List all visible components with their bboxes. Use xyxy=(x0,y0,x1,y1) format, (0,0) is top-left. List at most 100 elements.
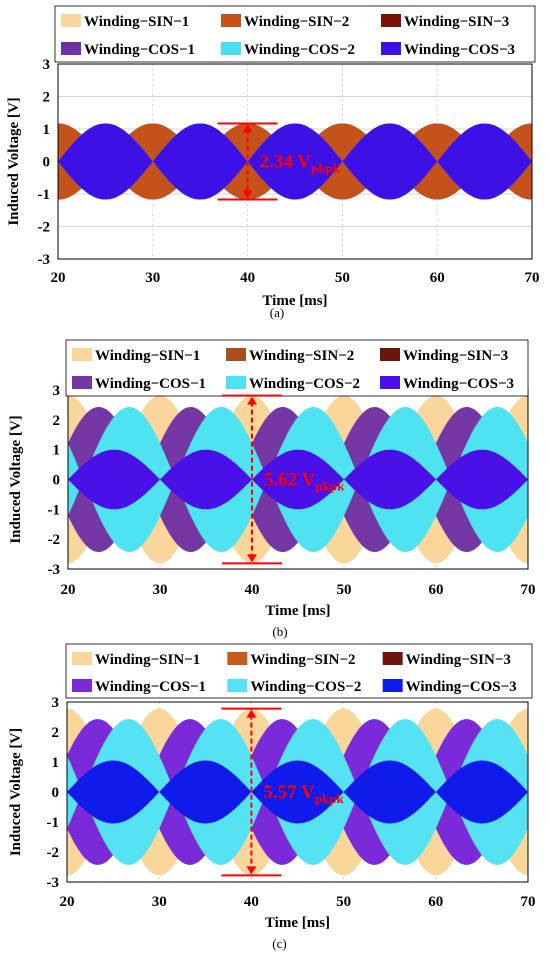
legend-swatch xyxy=(61,14,81,27)
annotation-arrowhead-up xyxy=(242,124,253,133)
y-tick-label: 2 xyxy=(53,413,61,429)
y-tick-label: 0 xyxy=(53,473,61,489)
x-axis-title: Time [ms] xyxy=(262,293,327,309)
induced-voltage-chart-a: 3 2 1 0 -1 -2 -320 30 40 50 60 70 Time [ms] Induced V… xyxy=(6,5,540,320)
x-tick-label: 30 xyxy=(153,582,168,598)
legend-label: Winding−COS−1 xyxy=(84,42,195,58)
annotation-label: 2.34 Vpkpk xyxy=(260,152,341,176)
legend-label: Winding−SIN−3 xyxy=(404,14,509,30)
legend-swatch xyxy=(221,42,241,55)
plot-border xyxy=(66,701,529,883)
figure-caption: (b) xyxy=(272,624,287,639)
series-group xyxy=(58,123,532,200)
legend-label: Winding−COS−2 xyxy=(244,42,355,58)
legend-box xyxy=(54,5,536,63)
legend-swatch xyxy=(72,376,92,389)
annotation-arrowhead-down xyxy=(242,190,253,199)
annotation-label: 5.57 Vpkpk xyxy=(263,782,344,806)
y-tick-label: -1 xyxy=(47,815,60,831)
x-tick-label: 60 xyxy=(428,894,443,910)
y-tick-label: -3 xyxy=(48,562,61,578)
series-band-6 xyxy=(68,449,528,510)
y-tick-label: -3 xyxy=(38,252,51,268)
y-axis-title: Induced Voltage [V] xyxy=(8,728,24,856)
legend-label: Winding−COS−1 xyxy=(95,376,206,392)
x-axis-title: Time [ms] xyxy=(265,915,330,931)
x-tick-label: 70 xyxy=(521,894,536,910)
x-tick-label: 60 xyxy=(429,582,444,598)
induced-voltage-chart-c: 3 2 1 0 -1 -2 -320 30 40 50 60 70 Time [ms] Induced V… xyxy=(8,643,536,951)
chart-panel-a: 3 2 1 0 -1 -2 -3 20 30 40 50 60 70 Time [ms] Induced V… xyxy=(0,0,550,320)
y-tick-label: -2 xyxy=(47,845,60,861)
annotation-arrowhead-down xyxy=(247,554,257,563)
x-tick-label: 20 xyxy=(51,270,66,286)
legend-swatch xyxy=(61,42,81,55)
x-axis-title: Time [ms] xyxy=(265,603,330,619)
annotation-arrowhead-up xyxy=(246,709,257,718)
legend-swatch xyxy=(381,14,401,27)
x-tick-label: 40 xyxy=(244,894,259,910)
y-tick-label: -1 xyxy=(48,502,61,518)
x-tick-label: 40 xyxy=(240,270,255,286)
y-tick-label: -2 xyxy=(48,532,61,548)
x-tick-label: 60 xyxy=(430,270,445,286)
x-tick-label: 50 xyxy=(336,894,351,910)
legend-swatch xyxy=(382,652,403,665)
y-tick-label: 3 xyxy=(43,57,51,73)
x-tick-label: 20 xyxy=(61,582,76,598)
legend-swatch xyxy=(72,679,92,692)
legend-swatch xyxy=(72,348,92,361)
legend-label: Winding−SIN−2 xyxy=(250,652,355,668)
y-tick-label: 1 xyxy=(53,443,61,459)
legend-label: Winding−COS−3 xyxy=(404,42,515,58)
annotation-label: 5.62 Vpkpk xyxy=(264,470,345,494)
y-tick-label: -1 xyxy=(38,187,51,203)
legend-label: Winding−SIN−3 xyxy=(406,652,511,668)
legend-label: Winding−SIN−2 xyxy=(249,348,354,364)
legend-swatch xyxy=(227,652,248,665)
figure-caption: (c) xyxy=(272,936,286,951)
x-tick-label: 70 xyxy=(521,582,536,598)
y-tick-label: -3 xyxy=(47,875,60,891)
plot-border xyxy=(57,63,533,260)
legend-swatch xyxy=(226,376,246,389)
series-band-6 xyxy=(67,760,528,824)
series-band-6 xyxy=(58,123,532,200)
y-tick-label: 0 xyxy=(43,155,51,171)
legend-label: Winding−COS−3 xyxy=(406,679,517,695)
y-tick-label: 3 xyxy=(53,383,61,399)
legend-swatch xyxy=(72,652,92,665)
annotation-arrowhead-down xyxy=(246,866,257,875)
y-tick-label: 2 xyxy=(43,90,51,106)
y-axis-title: Induced Voltage [V] xyxy=(6,97,22,225)
induced-voltage-chart-b: 3 2 1 0 -1 -2 -320 30 40 50 60 70 Time [ms] Induced V… xyxy=(8,339,536,639)
x-tick-label: 50 xyxy=(337,582,352,598)
figure-caption: (a) xyxy=(270,305,284,320)
legend-swatch xyxy=(221,14,241,27)
legend-label: Winding−SIN−1 xyxy=(84,14,189,30)
y-tick-label: 1 xyxy=(43,122,51,138)
y-tick-label: 3 xyxy=(52,695,60,711)
legend-swatch xyxy=(381,42,401,55)
legend-swatch xyxy=(226,348,246,361)
legend-label: Winding−SIN−1 xyxy=(95,652,200,668)
chart-panel-c: 3 2 1 0 -1 -2 -3 20 30 40 50 60 70 Time [ms] Induced V… xyxy=(0,642,550,964)
legend-swatch xyxy=(382,679,403,692)
legend-swatch xyxy=(227,679,248,692)
legend-label: Winding−COS−2 xyxy=(249,376,360,392)
y-tick-label: 2 xyxy=(52,725,60,741)
legend-label: Winding−SIN−2 xyxy=(244,14,349,30)
y-tick-label: 0 xyxy=(52,785,60,801)
y-tick-label: 1 xyxy=(52,755,60,771)
x-tick-label: 30 xyxy=(152,894,167,910)
x-tick-label: 50 xyxy=(335,270,350,286)
x-tick-label: 40 xyxy=(245,582,260,598)
annotation-arrowhead-up xyxy=(247,396,257,405)
x-tick-label: 20 xyxy=(60,894,75,910)
y-tick-label: -2 xyxy=(38,220,51,236)
legend-swatch xyxy=(380,376,400,389)
chart-panel-b: 3 2 1 0 -1 -2 -3 20 30 40 50 60 70 Time [ms] Induced V… xyxy=(0,322,550,640)
legend-box xyxy=(65,643,533,699)
series-group xyxy=(68,395,528,564)
x-tick-label: 30 xyxy=(145,270,160,286)
